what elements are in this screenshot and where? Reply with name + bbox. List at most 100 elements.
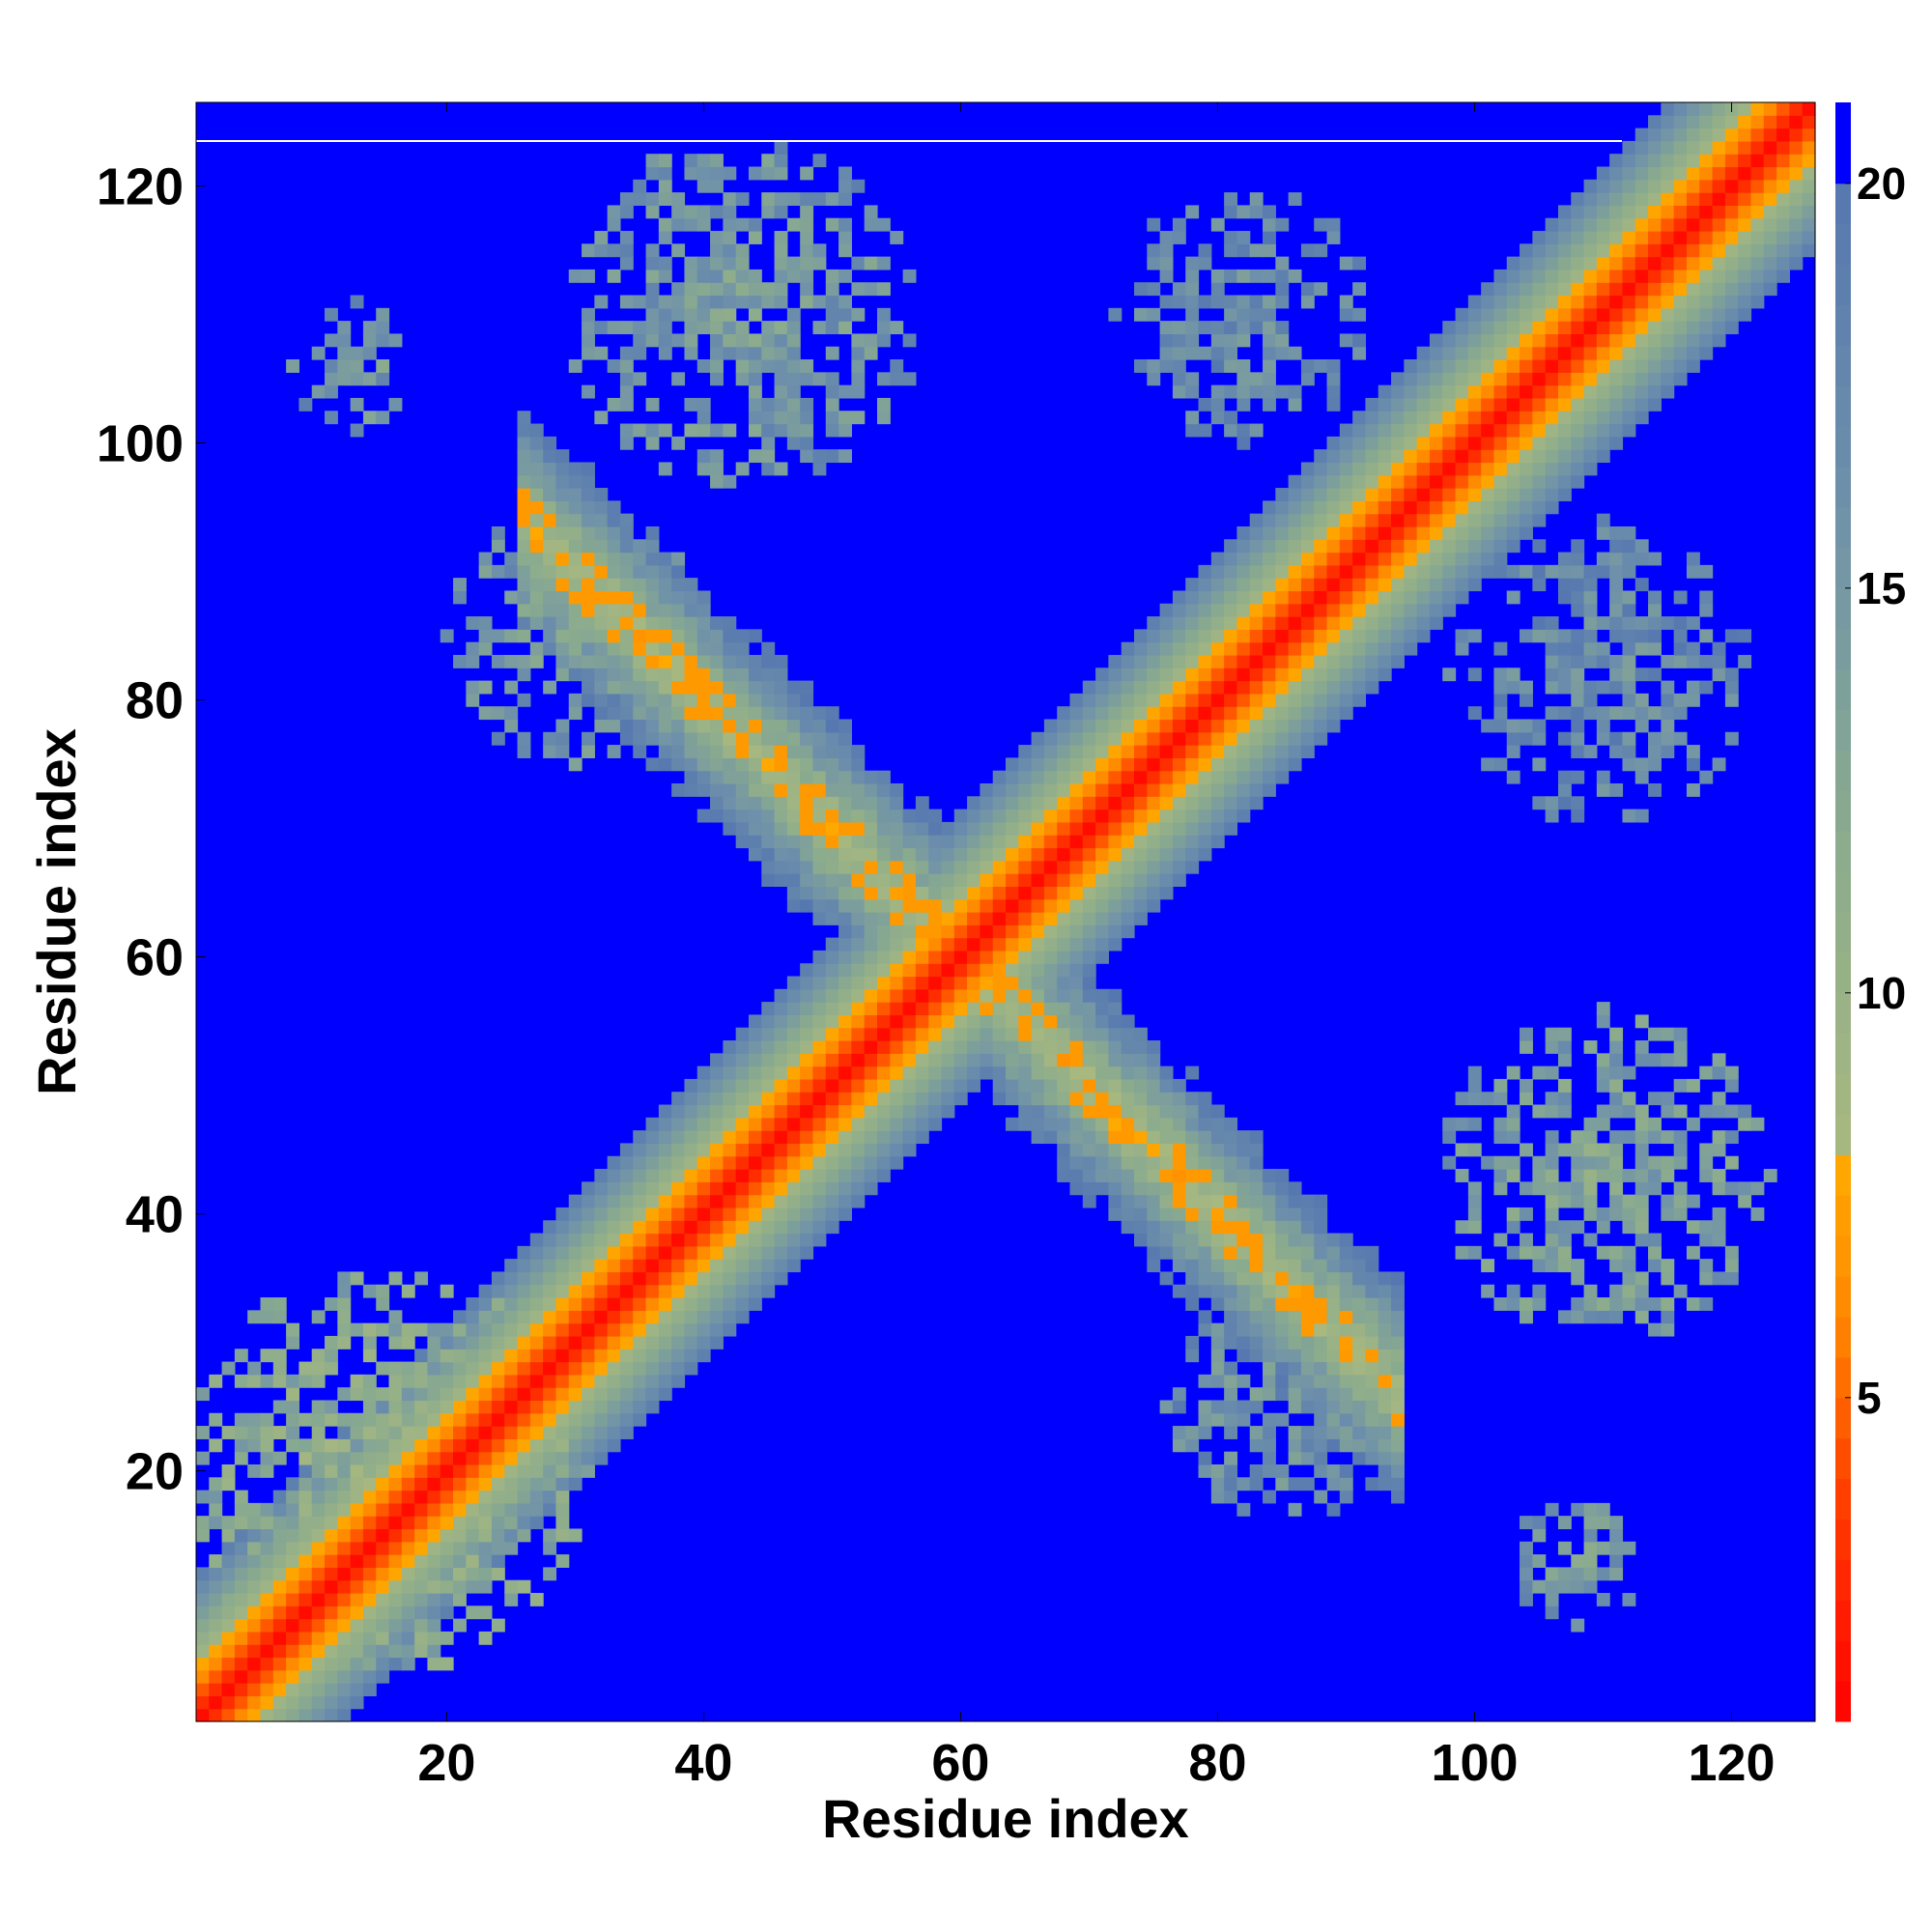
heatmap-cell — [453, 1438, 467, 1453]
heatmap-cell — [864, 1143, 878, 1157]
heatmap-cell — [838, 963, 852, 978]
heatmap-cell — [838, 295, 852, 309]
heatmap-cell — [272, 1361, 287, 1376]
heatmap-cell — [1172, 333, 1186, 348]
heatmap-cell — [1224, 384, 1238, 399]
heatmap-cell — [953, 963, 968, 978]
heatmap-cell — [967, 860, 980, 874]
heatmap-cell — [1557, 205, 1572, 219]
heatmap-cell — [1147, 770, 1161, 784]
heatmap-cell — [1391, 397, 1405, 412]
heatmap-cell — [1467, 411, 1482, 425]
heatmap-cell — [1263, 243, 1276, 258]
heatmap-cell — [1634, 1014, 1649, 1029]
heatmap-cell — [1314, 359, 1328, 373]
heatmap-cell — [786, 757, 801, 772]
heatmap-cell — [1352, 500, 1367, 515]
heatmap-cell — [735, 1271, 750, 1286]
heatmap-cell — [427, 1490, 441, 1504]
heatmap-cell — [1532, 282, 1547, 297]
heatmap-cell — [696, 603, 711, 617]
heatmap-cell — [1352, 629, 1367, 643]
heatmap-cell — [838, 192, 852, 207]
heatmap-cell — [325, 1412, 338, 1427]
heatmap-cell — [568, 1194, 582, 1208]
heatmap-cell — [1069, 809, 1084, 823]
heatmap-cell — [1275, 1374, 1290, 1388]
heatmap-cell — [658, 1374, 672, 1388]
heatmap-cell — [298, 1502, 313, 1517]
heatmap-cell — [838, 757, 852, 772]
heatmap-cell — [1404, 641, 1418, 656]
heatmap-cell — [1634, 1130, 1649, 1145]
heatmap-cell — [786, 1053, 801, 1067]
heatmap-cell — [1648, 384, 1662, 399]
heatmap-cell — [1467, 1245, 1482, 1260]
heatmap-cell — [1082, 1155, 1096, 1170]
heatmap-cell — [1121, 731, 1135, 746]
heatmap-cell — [1275, 616, 1290, 630]
heatmap-cell — [607, 1335, 621, 1350]
heatmap-cell — [1378, 1310, 1392, 1324]
heatmap-cell — [786, 1169, 801, 1182]
heatmap-cell — [1378, 462, 1392, 476]
heatmap-cell — [272, 1567, 287, 1581]
heatmap-cell — [491, 1541, 505, 1555]
heatmap-cell — [517, 488, 531, 501]
heatmap-cell — [1069, 860, 1084, 874]
heatmap-cell — [1481, 526, 1495, 540]
heatmap-cell — [1249, 782, 1264, 797]
heatmap-cell — [1391, 539, 1405, 554]
heatmap-cell — [723, 693, 737, 707]
heatmap-cell — [491, 1502, 505, 1517]
heatmap-cell — [710, 1233, 724, 1247]
heatmap-cell — [1326, 513, 1341, 527]
heatmap-cell — [1557, 256, 1572, 270]
heatmap-cell — [1006, 950, 1019, 964]
heatmap-cell — [543, 1245, 557, 1260]
heatmap-cell — [1571, 231, 1585, 244]
heatmap-cell — [1082, 719, 1096, 733]
heatmap-cell — [1300, 462, 1315, 476]
heatmap-cell — [1481, 449, 1495, 464]
heatmap-cell — [645, 1143, 660, 1157]
heatmap-cell — [786, 1130, 801, 1145]
heatmap-cell — [1467, 359, 1482, 373]
heatmap-cell — [928, 1002, 943, 1016]
heatmap-cell — [1673, 693, 1688, 707]
heatmap-cell — [1134, 731, 1148, 746]
heatmap-cell — [1249, 745, 1264, 758]
heatmap-cell — [209, 1477, 223, 1492]
heatmap-cell — [272, 1592, 287, 1606]
heatmap-cell — [504, 654, 519, 668]
heatmap-cell — [1236, 423, 1251, 438]
heatmap-cell — [710, 809, 724, 823]
heatmap-cell — [735, 745, 750, 758]
heatmap-cell — [517, 1284, 531, 1298]
heatmap-cell — [1108, 1169, 1122, 1182]
heatmap-cell — [1686, 231, 1700, 244]
heatmap-cell — [825, 988, 839, 1003]
heatmap-cell — [1082, 1169, 1096, 1182]
heatmap-cell — [1300, 616, 1315, 630]
heatmap-cell — [350, 346, 364, 360]
heatmap-cell — [786, 1143, 801, 1157]
heatmap-cell — [1596, 1002, 1610, 1016]
heatmap-cell — [504, 1412, 519, 1427]
heatmap-cell — [619, 539, 634, 554]
heatmap-cell — [1236, 796, 1251, 810]
heatmap-cell — [1134, 1155, 1148, 1170]
heatmap-cell — [555, 1438, 570, 1453]
heatmap-cell — [786, 796, 801, 810]
heatmap-cell — [684, 1310, 698, 1324]
heatmap-cell — [1210, 668, 1225, 682]
heatmap-cell — [825, 886, 839, 900]
heatmap-cell — [967, 796, 980, 810]
heatmap-cell — [1275, 1361, 1290, 1376]
heatmap-cell — [1236, 205, 1251, 219]
heatmap-cell — [658, 166, 672, 181]
heatmap-cell — [1224, 269, 1238, 283]
heatmap-cell — [362, 1490, 377, 1504]
heatmap-cell — [1275, 1335, 1290, 1350]
heatmap-cell — [1314, 488, 1328, 501]
